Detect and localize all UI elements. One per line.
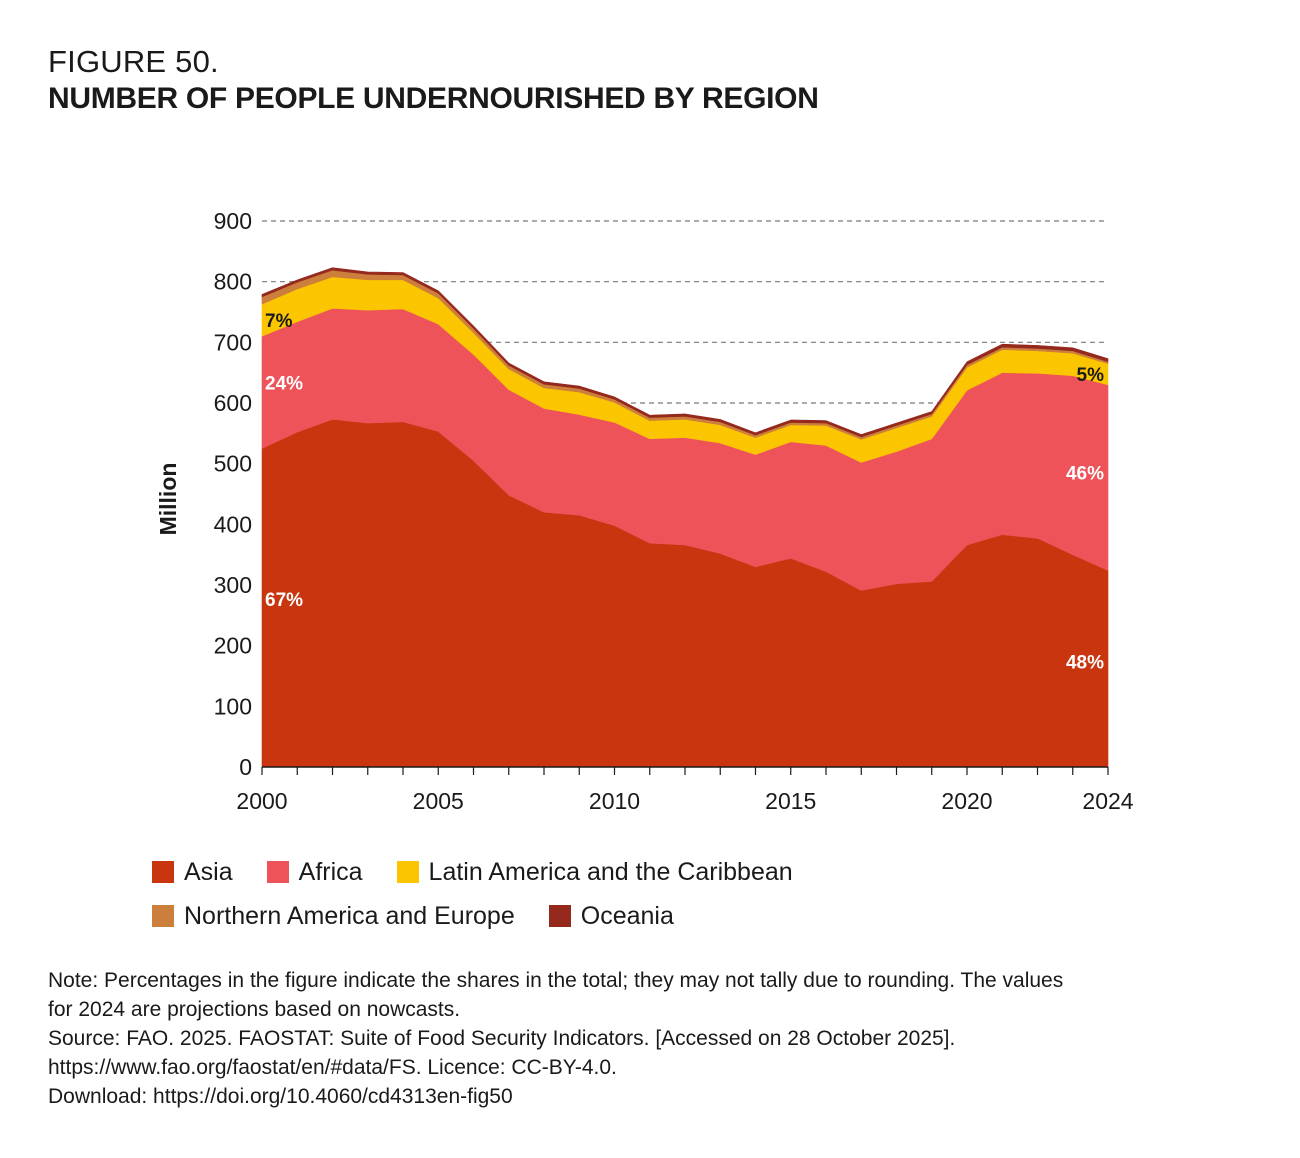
area-chart: 0 100 200 300 400 500 600 700 800 900 2000 2005 2010… bbox=[155, 208, 1134, 814]
figure-notes: Note: Percentages in the figure indicate… bbox=[48, 966, 1258, 1111]
legend-label-asia: Asia bbox=[184, 857, 233, 886]
legend: Asia Africa Latin America and the Caribb… bbox=[152, 850, 827, 938]
figure-title: NUMBER OF PEOPLE UNDERNOURISHED BY REGIO… bbox=[48, 82, 819, 115]
download-link: Download: https://doi.org/10.4060/cd4313… bbox=[48, 1085, 513, 1108]
y-tick-label-400: 400 bbox=[214, 511, 252, 537]
legend-item-northern-america-europe: Northern America and Europe bbox=[152, 902, 515, 931]
share-labels: 7% 24% 67% 5% 46% 48% bbox=[265, 311, 1104, 674]
share-label-asia-2000: 67% bbox=[265, 590, 303, 611]
y-tick-label-100: 100 bbox=[214, 693, 252, 719]
legend-item-latin-america: Latin America and the Caribbean bbox=[396, 857, 793, 887]
legend-row-1: Asia Africa Latin America and the Caribb… bbox=[152, 850, 827, 894]
x-tick-label-2015: 2015 bbox=[765, 788, 816, 814]
share-label-latin-america-and-the-caribbean-2000: 7% bbox=[265, 311, 293, 332]
x-tick-label-2024: 2024 bbox=[1082, 788, 1133, 814]
legend-swatch-asia bbox=[152, 861, 174, 883]
note-text-continued: for 2024 are projections based on nowcas… bbox=[48, 998, 461, 1021]
y-axis-title: Million bbox=[155, 463, 181, 536]
share-label-africa-2000: 24% bbox=[265, 374, 303, 395]
axes: 0 100 200 300 400 500 600 700 800 900 2000 2005 2010… bbox=[155, 208, 1134, 814]
share-label-africa-2024: 46% bbox=[1066, 463, 1104, 484]
source-url: https://www.fao.org/faostat/en/#data/FS.… bbox=[48, 1056, 617, 1079]
legend-swatch-northern-america-europe bbox=[152, 905, 174, 927]
legend-item-asia: Asia bbox=[152, 858, 233, 887]
share-label-latin-america-and-the-caribbean-2024: 5% bbox=[1077, 365, 1105, 386]
x-tick-label-2010: 2010 bbox=[589, 788, 640, 814]
y-tick-label-300: 300 bbox=[214, 572, 252, 598]
legend-label-latin-america: Latin America and the Caribbean bbox=[428, 857, 793, 886]
note-text: Note: Percentages in the figure indicate… bbox=[48, 969, 1064, 992]
y-tick-label-900: 900 bbox=[214, 208, 252, 234]
y-tick-label-700: 700 bbox=[214, 329, 252, 355]
y-tick-label-200: 200 bbox=[214, 633, 252, 659]
source-text: Source: FAO. 2025. FAOSTAT: Suite of Foo… bbox=[48, 1027, 956, 1050]
area-oceania bbox=[261, 267, 1109, 438]
y-tick-label-600: 600 bbox=[214, 390, 252, 416]
legend-row-2: Northern America and Europe Oceania bbox=[152, 894, 827, 938]
y-tick-label-800: 800 bbox=[214, 269, 252, 295]
legend-label-oceania: Oceania bbox=[580, 901, 674, 930]
legend-label-africa: Africa bbox=[298, 857, 363, 886]
x-tick-label-2005: 2005 bbox=[413, 788, 464, 814]
figure-number: FIGURE 50. bbox=[48, 44, 219, 79]
legend-label-northern-america-europe: Northern America and Europe bbox=[184, 901, 515, 930]
legend-swatch-latin-america bbox=[396, 861, 419, 883]
legend-swatch-oceania bbox=[548, 905, 571, 927]
legend-item-oceania: Oceania bbox=[548, 901, 674, 931]
share-label-asia-2024: 48% bbox=[1066, 653, 1104, 674]
x-tick-label-2000: 2000 bbox=[236, 788, 287, 814]
legend-item-africa: Africa bbox=[266, 857, 363, 887]
y-tick-label-500: 500 bbox=[214, 451, 252, 477]
y-tick-label-0: 0 bbox=[239, 754, 252, 780]
stacked-areas bbox=[261, 267, 1109, 768]
legend-swatch-africa bbox=[266, 861, 289, 883]
x-tick-label-2020: 2020 bbox=[941, 788, 992, 814]
